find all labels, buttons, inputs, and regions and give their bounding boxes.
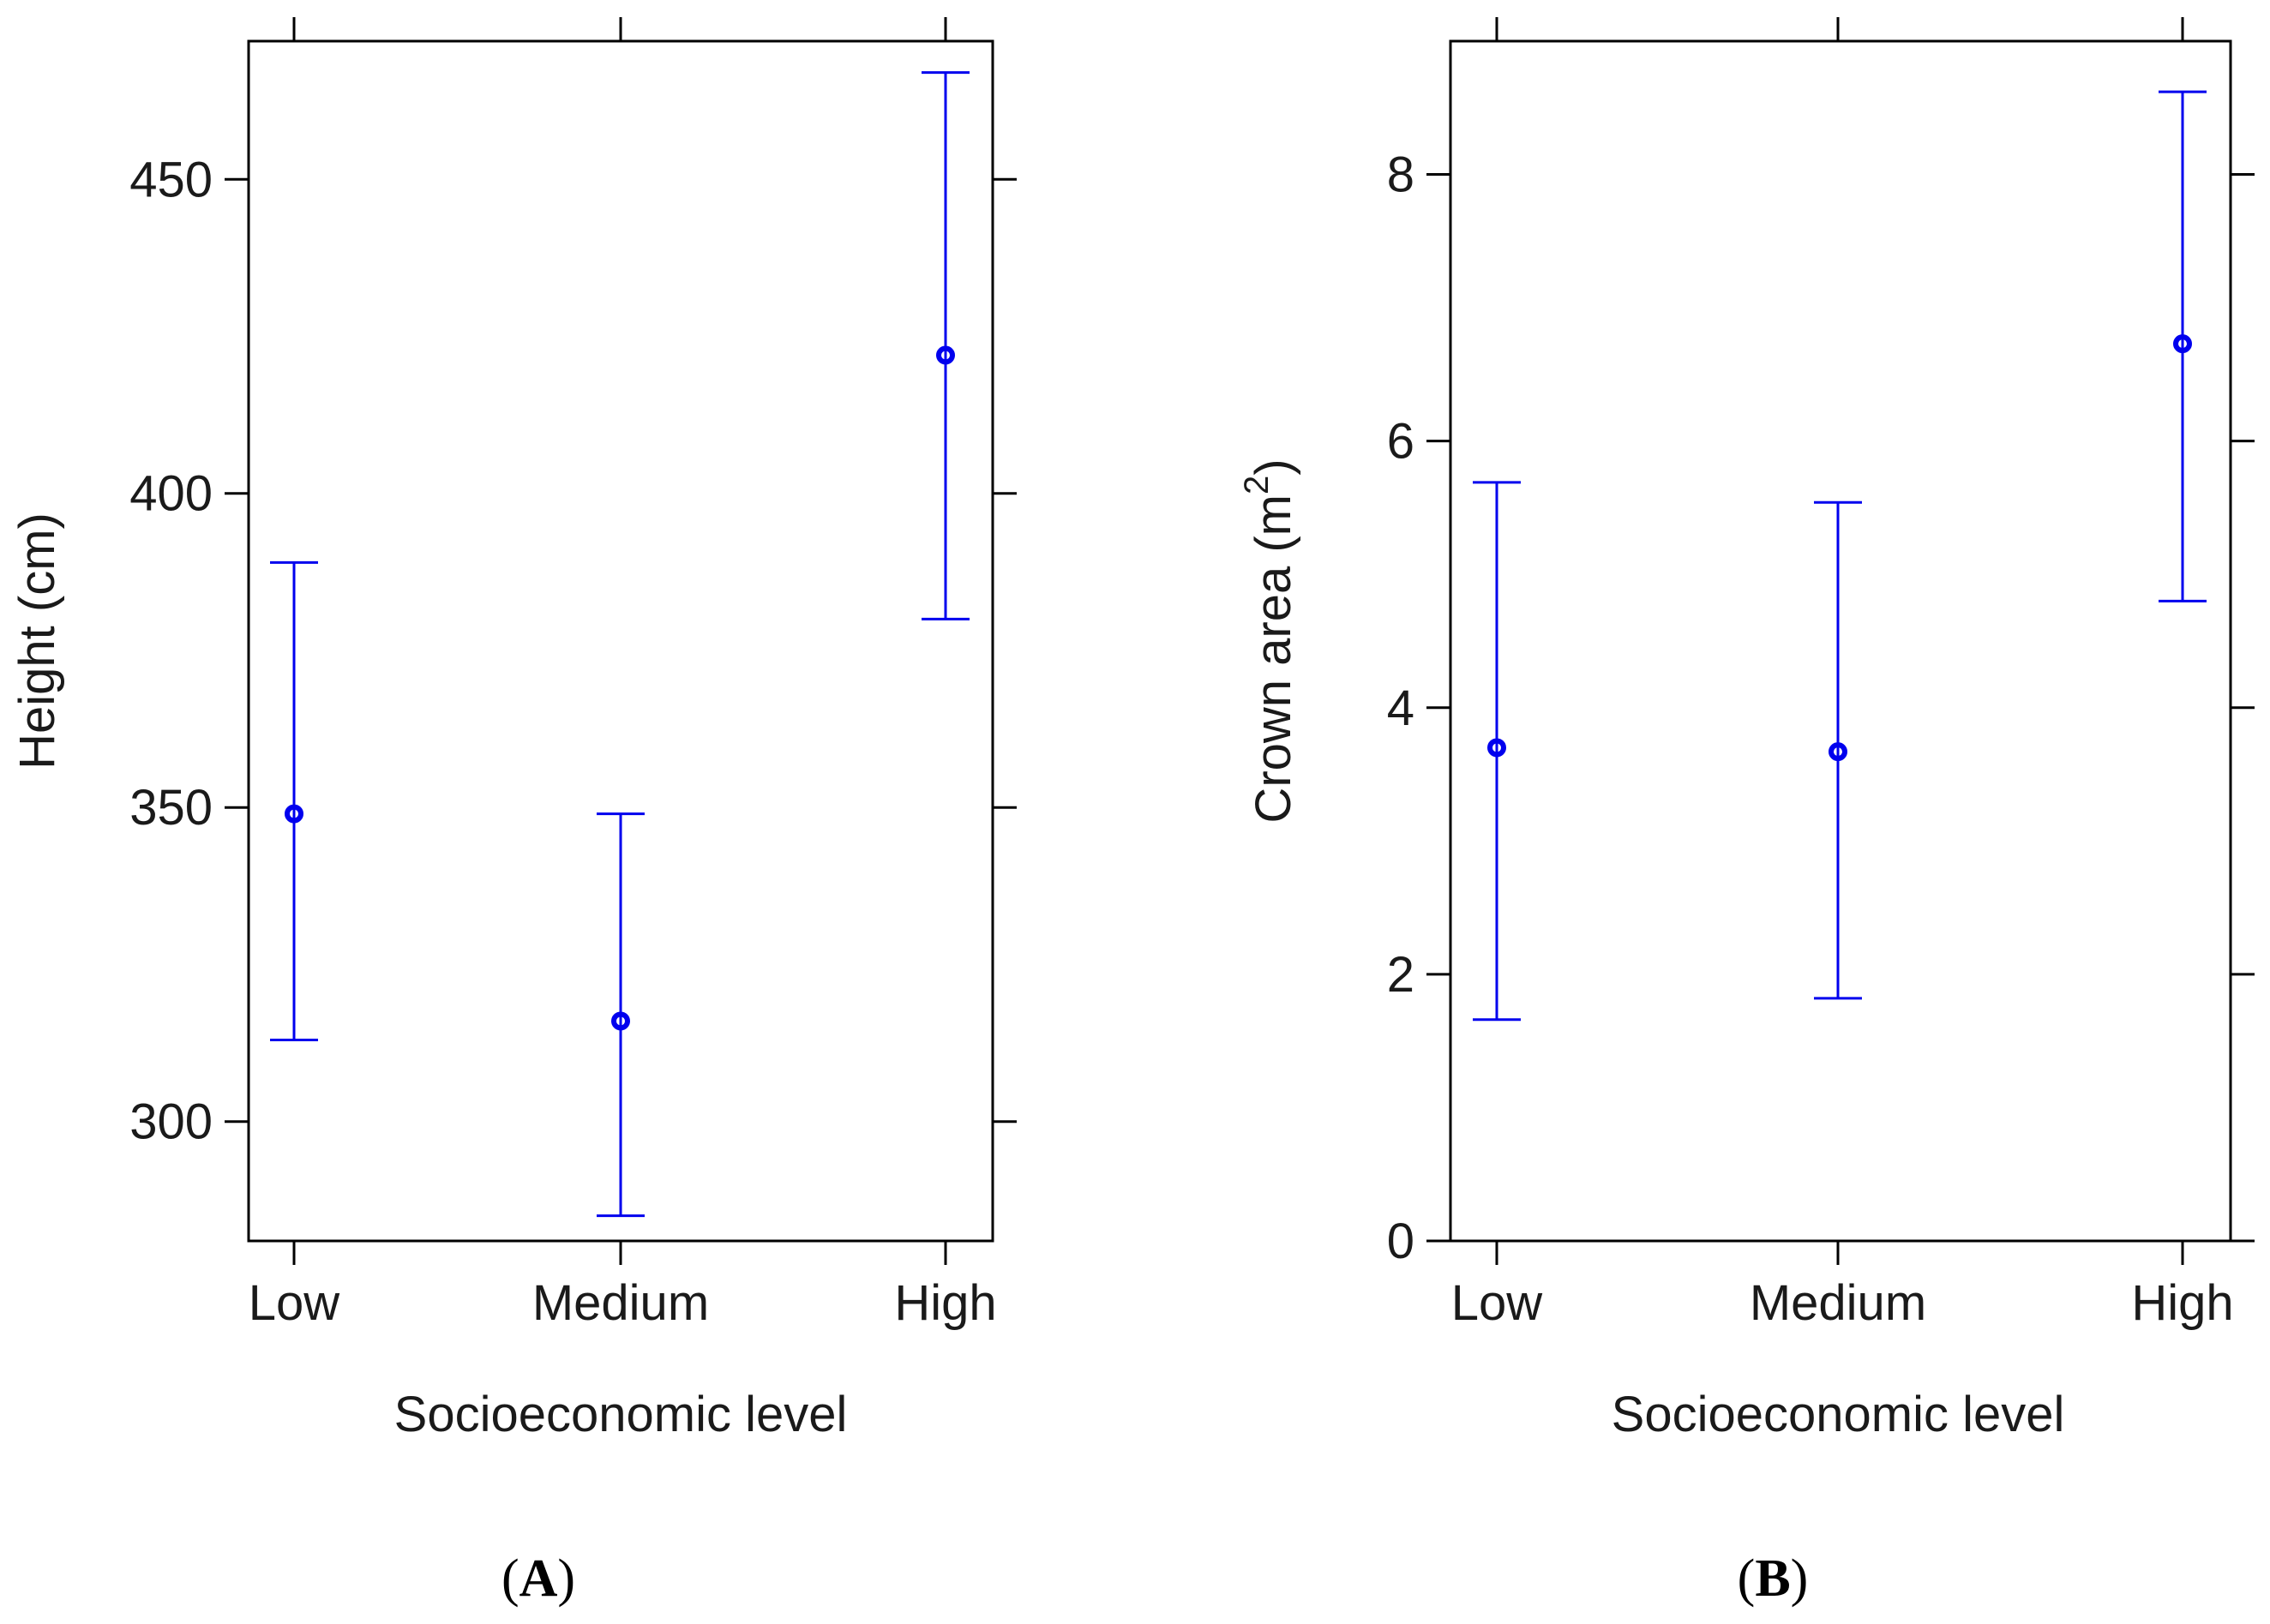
panel-b-y-axis-label-superscript: 2: [1238, 476, 1276, 494]
panel-b-y-axis-label-suffix: ): [1246, 458, 1301, 475]
panel-a-y-tick-label: 400: [129, 466, 213, 522]
panel-b-point: [1487, 738, 1506, 758]
panel-a-point: [936, 345, 955, 365]
panel-a-point: [285, 804, 303, 824]
panel-a-x-axis-label: Socioeconomic level: [394, 1387, 848, 1442]
panel-b-crown-area-chart: Low Medium High 0 2 4 6 8 Socioeconomic level C…: [1238, 17, 2255, 1608]
panel-b-y-tick-label: 2: [1387, 947, 1414, 1003]
panel-b-x-tick-label: Medium: [1750, 1275, 1926, 1331]
panel-b-caption: (B): [1738, 1549, 1809, 1608]
panel-b-y-tick-label: 6: [1387, 414, 1414, 470]
panel-a-x-tick-label: High: [894, 1275, 996, 1331]
panel-b-y-axis-label: Crown area (m2): [1238, 458, 1301, 823]
panel-b-y-tick-label: 8: [1387, 147, 1414, 203]
panel-a-y-tick-label: 300: [129, 1094, 213, 1150]
panel-a-caption-letter: A: [519, 1549, 558, 1608]
panel-a-point: [611, 1011, 630, 1031]
panel-b-plot-frame: [1449, 39, 2232, 1243]
panel-a-y-axis-label: Height (cm): [9, 512, 65, 770]
panel-a-height-chart: Low Medium High 300 350 400 450 Socioeconomic …: [9, 17, 1017, 1608]
panel-a-y-tick-label: 450: [129, 152, 213, 207]
panel-b-point: [1829, 742, 1847, 762]
panel-b-y-tick-label: 0: [1387, 1214, 1414, 1269]
panel-a-x-tick-label: Low: [249, 1275, 341, 1331]
panel-a-y-tick-label: 350: [129, 780, 213, 836]
panel-b-y-tick-label: 4: [1387, 680, 1414, 736]
panel-b-x-tick-label: Low: [1451, 1275, 1544, 1331]
panel-b-x-tick-label: High: [2131, 1275, 2233, 1331]
panel-a-caption: (A): [501, 1549, 575, 1608]
panel-b-y-axis-label-text: Crown area (m: [1246, 494, 1301, 824]
panel-b-point: [2173, 334, 2192, 354]
panel-a-x-tick-label: Medium: [532, 1275, 709, 1331]
panel-b-caption-letter: B: [1755, 1549, 1790, 1608]
panel-b-x-axis-label: Socioeconomic level: [1612, 1387, 2065, 1442]
